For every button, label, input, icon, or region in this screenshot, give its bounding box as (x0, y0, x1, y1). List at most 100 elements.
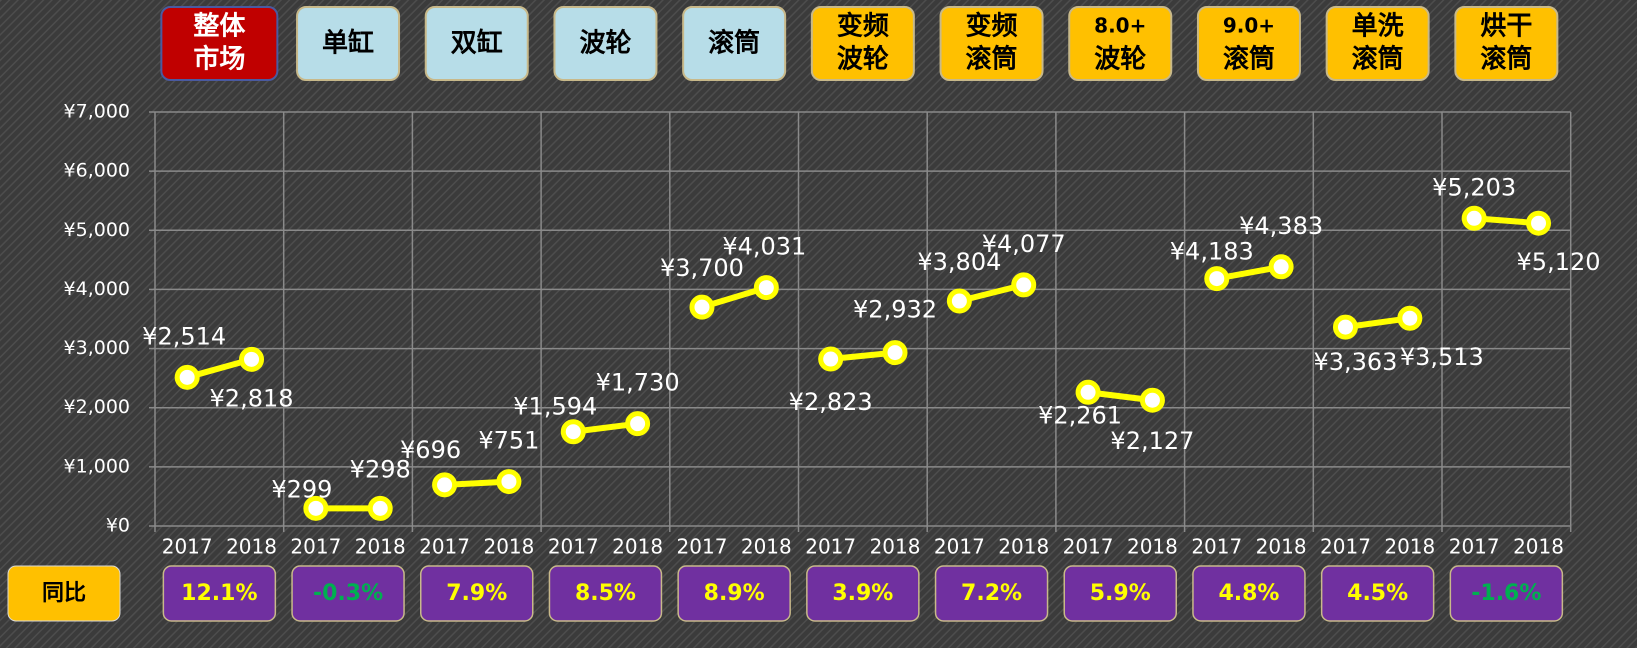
category-label: 波轮 (579, 29, 631, 59)
x-tick-label: 2018 (355, 535, 406, 559)
x-tick-label: 2017 (677, 535, 728, 559)
yoy-label: 4.8% (1218, 581, 1279, 606)
category-label: 单洗 (1352, 12, 1404, 42)
data-label: ¥2,514 (142, 322, 226, 350)
point (753, 275, 779, 301)
y-tick-label: ¥0 (106, 515, 130, 537)
point (818, 346, 844, 372)
yoy-label: -0.3% (313, 581, 383, 606)
x-tick-label: 2018 (1384, 535, 1435, 559)
data-label: ¥3,700 (660, 254, 744, 282)
x-tick-label: 2018 (483, 535, 534, 559)
data-label: ¥2,932 (853, 296, 937, 324)
category-label: 滚筒 (1352, 44, 1404, 75)
yoy-box (1449, 565, 1564, 622)
point (946, 288, 972, 314)
category-button (160, 6, 279, 81)
x-tick-label: 2017 (290, 535, 341, 559)
point (432, 472, 458, 498)
category-label: 双缸 (451, 28, 503, 59)
category-button (1196, 6, 1301, 81)
x-tick-label: 2018 (1256, 535, 1307, 559)
x-tick-label: 2018 (1513, 535, 1564, 559)
data-label: ¥4,183 (1170, 238, 1254, 266)
yoy-label: -1.6% (1471, 581, 1541, 606)
category-label: 滚筒 (1480, 44, 1532, 75)
point (1461, 205, 1487, 231)
yoy-label: 8.5% (575, 581, 636, 606)
y-tick-label: ¥6,000 (64, 160, 130, 182)
category-button (810, 6, 915, 81)
yoy-label: 8.9% (704, 581, 765, 606)
point (174, 364, 200, 390)
category-button (424, 6, 529, 81)
yoy-label: 12.1% (181, 581, 257, 606)
data-label: ¥299 (271, 475, 332, 503)
data-label: ¥2,261 (1038, 401, 1122, 429)
x-tick-label: 2017 (1449, 535, 1500, 559)
data-label: ¥5,203 (1432, 173, 1516, 201)
data-label: ¥4,031 (722, 233, 806, 261)
point (1397, 305, 1423, 331)
point (1204, 266, 1230, 292)
yoy-box (934, 565, 1049, 622)
yoy-box (806, 565, 920, 622)
category-button (1454, 6, 1559, 81)
x-tick-label: 2018 (998, 535, 1049, 559)
yoy-box (677, 565, 791, 622)
category-button (553, 6, 658, 81)
x-tick-label: 2018 (226, 535, 277, 559)
data-label: ¥3,513 (1400, 343, 1484, 371)
point (1268, 254, 1294, 280)
point (496, 469, 522, 495)
category-button (1068, 6, 1173, 81)
category-label: 波轮 (837, 45, 889, 75)
category-label: 波轮 (1094, 45, 1146, 75)
yoy-label: 3.9% (832, 581, 893, 606)
x-tick-label: 2017 (1063, 535, 1114, 559)
category-label: 市场 (193, 44, 245, 75)
x-tick-label: 2017 (162, 535, 213, 559)
data-label: ¥1,730 (596, 369, 680, 397)
category-label: 8.0+ (1094, 14, 1146, 38)
yoy-title: 同比 (42, 581, 86, 606)
x-tick-label: 2017 (419, 535, 470, 559)
x-tick-label: 2018 (870, 535, 921, 559)
y-tick-label: ¥2,000 (64, 396, 130, 418)
y-tick-label: ¥7,000 (64, 101, 130, 123)
category-label: 滚筒 (966, 44, 1018, 75)
data-label: ¥2,818 (210, 384, 294, 412)
x-tick-label: 2018 (612, 535, 663, 559)
data-label: ¥2,823 (789, 388, 873, 416)
x-tick-label: 2018 (741, 535, 792, 559)
category-label: 变频 (966, 11, 1018, 42)
category-label: 9.0+ (1223, 14, 1275, 38)
yoy-title-box (7, 565, 121, 622)
point (303, 495, 329, 521)
data-label: ¥4,077 (982, 230, 1066, 258)
data-label: ¥751 (478, 427, 539, 455)
x-tick-label: 2017 (1191, 535, 1242, 559)
data-label: ¥3,804 (917, 248, 1001, 276)
category-button (939, 6, 1044, 81)
y-tick-label: ¥5,000 (64, 219, 130, 241)
category-label: 变频 (837, 11, 889, 42)
point (1526, 210, 1552, 236)
category-label: 单缸 (322, 28, 374, 59)
point (882, 340, 908, 366)
category-label: 烘干 (1480, 12, 1532, 42)
x-tick-label: 2017 (548, 535, 599, 559)
data-label: ¥298 (350, 455, 411, 483)
category-button (682, 6, 787, 81)
y-tick-label: ¥3,000 (64, 337, 130, 359)
x-tick-label: 2017 (1320, 535, 1371, 559)
yoy-box (1320, 565, 1435, 622)
yoy-label: 4.5% (1347, 581, 1408, 606)
point (1011, 272, 1037, 298)
data-label: ¥696 (400, 436, 461, 464)
yoy-box (1192, 565, 1306, 622)
x-tick-label: 2017 (805, 535, 856, 559)
x-tick-label: 2017 (934, 535, 985, 559)
point (1075, 379, 1101, 405)
